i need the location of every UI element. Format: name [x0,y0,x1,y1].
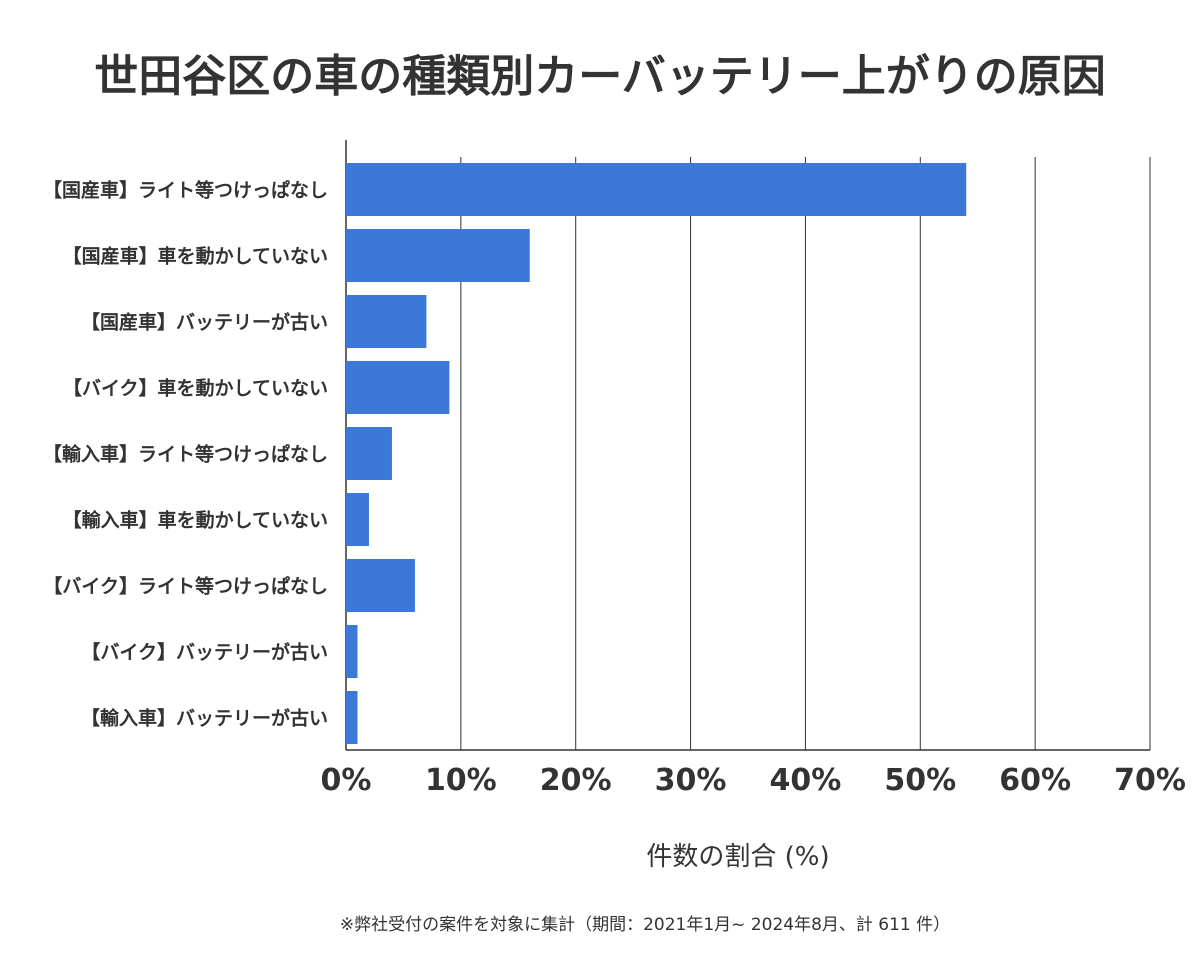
bar [346,691,358,744]
bar [346,427,392,480]
x-tick-label: 40% [770,763,842,798]
bar [346,229,530,282]
category-label: 【バイク】ライト等つけっぱなし [43,575,328,598]
x-tick-label: 60% [999,763,1071,798]
x-tick-label: 30% [655,763,727,798]
category-label: 【国産車】車を動かしていない [63,245,328,268]
bar [346,295,427,348]
category-label: 【輸入車】バッテリーが古い [81,707,328,730]
bar [346,625,358,678]
x-tick-label: 50% [884,763,956,798]
category-label: 【バイク】車を動かしていない [63,377,328,400]
x-axis-label: 件数の割合 (%) [646,842,830,872]
category-label: 【国産車】バッテリーが古い [81,311,328,334]
category-label: 【輸入車】車を動かしていない [63,509,328,532]
bar [346,163,967,216]
category-label: 【輸入車】ライト等つけっぱなし [43,443,328,466]
x-tick-label: 10% [425,763,497,798]
category-label: 【国産車】ライト等つけっぱなし [43,179,328,202]
x-tick-label: 70% [1114,763,1186,798]
x-tick-label: 0% [321,763,372,798]
bar [346,559,415,612]
bar [346,361,450,414]
footnote: ※弊社受付の案件を対象に集計（期間：2021年1月~ 2024年8月、計 611… [339,915,951,935]
x-tick-label: 20% [540,763,612,798]
bar [346,493,369,546]
category-label: 【バイク】バッテリーが古い [81,641,328,664]
chart-title: 世田谷区の車の種類別カーバッテリー上がりの原因 [94,51,1106,102]
